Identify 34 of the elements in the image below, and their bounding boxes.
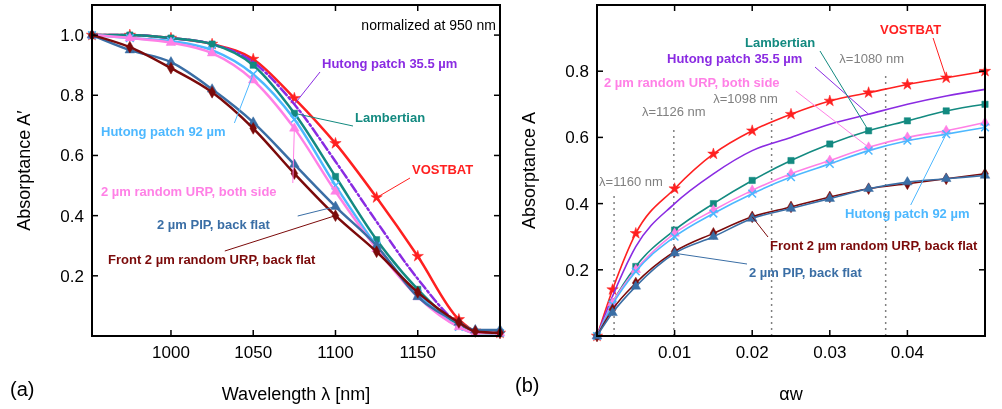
x-tick-label: 0.02 bbox=[735, 343, 769, 362]
x-tick-label: 1100 bbox=[317, 343, 354, 362]
y-axis-title: Absorptance A′ bbox=[14, 109, 34, 231]
text: Hutong patch 35.5 µm bbox=[667, 51, 803, 66]
y-tick-label: 0.2 bbox=[60, 266, 84, 286]
annotation: λ=1160 nm bbox=[599, 174, 663, 189]
x-tick-label: 0.03 bbox=[813, 343, 847, 362]
annotation: λ=1080 nm bbox=[839, 51, 905, 66]
x-axis-title: Wavelength λ [nm] bbox=[221, 384, 371, 404]
legend-label: Front 2 µm random URP, back flat bbox=[770, 238, 979, 253]
text: Lambertian bbox=[745, 35, 816, 50]
text: (b) bbox=[515, 374, 540, 396]
x-tick-label: 1000 bbox=[152, 343, 190, 362]
text: 2 µm PIP, back flat bbox=[749, 265, 863, 280]
y-axis-title: Absorptance A bbox=[519, 111, 539, 230]
text: 2 µm random URP, both side bbox=[604, 75, 780, 90]
annotation: λ=1126 nm bbox=[641, 104, 706, 119]
y-tick-label: 0.8 bbox=[565, 62, 589, 82]
y-tick-label: 0.6 bbox=[60, 146, 84, 166]
x-tick-label: 1150 bbox=[399, 343, 437, 362]
y-tick-label: 0.6 bbox=[565, 128, 589, 148]
annotation: λ=1098 nm bbox=[713, 91, 778, 106]
y-tick-label: 0.4 bbox=[60, 206, 84, 226]
x-tick-label: 1050 bbox=[234, 343, 273, 362]
y-tick-label: 1.0 bbox=[60, 26, 84, 46]
y-tick-label: 0.4 bbox=[565, 194, 589, 214]
y-tick-label: 0.8 bbox=[60, 86, 84, 106]
x-axis-title: αw bbox=[779, 384, 804, 404]
text: (a) bbox=[10, 378, 35, 400]
x-tick-label: 0.04 bbox=[890, 343, 924, 362]
x-tick-label: 0.01 bbox=[658, 343, 692, 362]
y-tick-label: 0.2 bbox=[565, 260, 589, 280]
text: VOSTBAT bbox=[880, 22, 942, 37]
text: Hutong patch 92 µm bbox=[845, 206, 970, 221]
